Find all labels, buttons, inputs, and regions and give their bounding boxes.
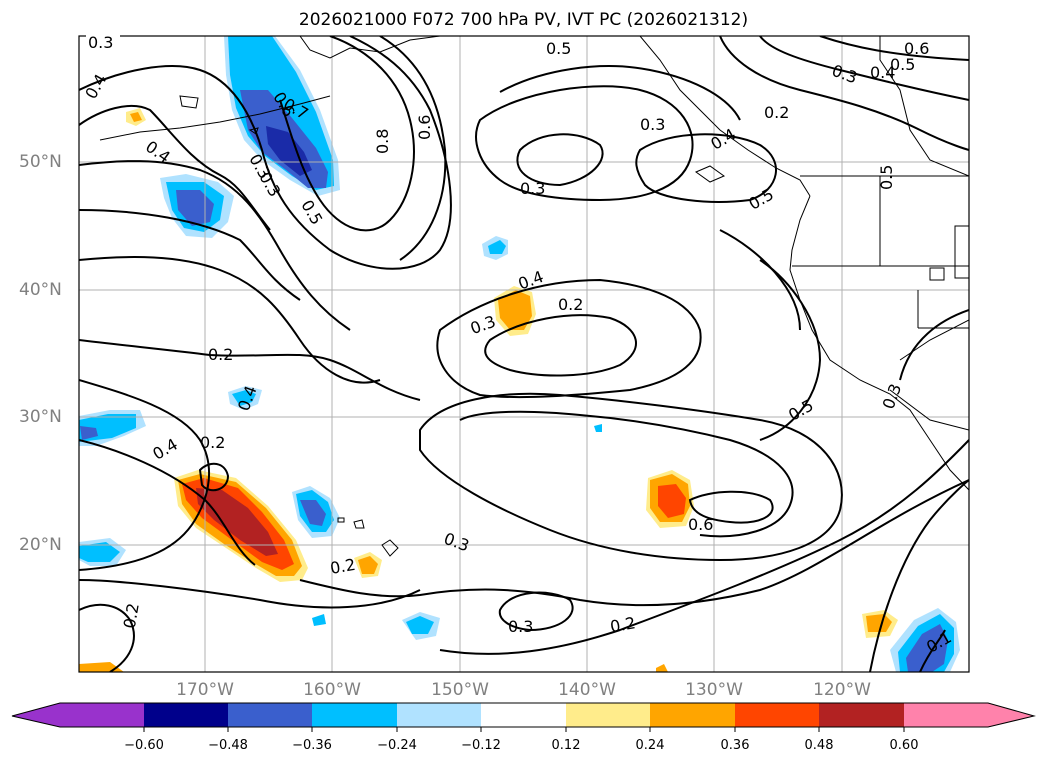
contour-label: 0.8 bbox=[373, 129, 392, 154]
colorbar-min-arrow bbox=[12, 703, 60, 727]
colorbar-tick-label: −0.60 bbox=[124, 738, 164, 753]
contour-label: 0.6 bbox=[904, 39, 929, 58]
contour-label: 0.2 bbox=[558, 295, 583, 314]
contour-label: 0.3 bbox=[640, 115, 665, 134]
colorbar-tick-label: 0.12 bbox=[551, 738, 581, 753]
colorbar-tick-label: 0.24 bbox=[635, 738, 665, 753]
contour-label: 0.2 bbox=[120, 602, 143, 630]
map-frame bbox=[78, 35, 970, 673]
contour-label: 0.5 bbox=[890, 55, 915, 74]
contour-label: 0.6 bbox=[688, 515, 713, 534]
lon-label-160w: 160°W bbox=[303, 680, 361, 700]
colorbar-max-arrow bbox=[988, 703, 1034, 727]
contour-label: 0.3 bbox=[508, 617, 533, 636]
contour-label: 0.3 bbox=[88, 33, 113, 52]
lat-label-40n: 40°N bbox=[19, 280, 62, 300]
contour-label: 0.6 bbox=[415, 115, 434, 140]
coastlines bbox=[99, 36, 969, 557]
contour-label: 0.2 bbox=[609, 613, 637, 636]
lon-label-120w: 120°W bbox=[813, 680, 871, 700]
lon-label-140w: 140°W bbox=[558, 680, 616, 700]
contour-label: 0.5 bbox=[877, 165, 896, 190]
contour-label: 0.2 bbox=[208, 345, 233, 364]
graticule bbox=[79, 36, 969, 672]
lon-label-130w: 130°W bbox=[685, 680, 743, 700]
colorbar bbox=[11, 702, 1036, 732]
lon-label-170w: 170°W bbox=[176, 680, 234, 700]
colorbar-tick-label: −0.48 bbox=[208, 738, 248, 753]
colorbar-tick-label: −0.36 bbox=[292, 738, 332, 753]
contour-label: 0.4 bbox=[870, 63, 895, 82]
contour-label: 0.5 bbox=[546, 39, 571, 58]
contour-label: 0.2 bbox=[200, 433, 225, 452]
colorbar-tick-label: −0.24 bbox=[377, 738, 417, 753]
colorbar-tick-label: 0.36 bbox=[720, 738, 750, 753]
lat-label-20n: 20°N bbox=[19, 535, 62, 555]
map-title: 2026021000 F072 700 hPa PV, IVT PC (2026… bbox=[298, 10, 749, 30]
contour-label: 0.3 bbox=[520, 179, 545, 198]
contour-label: 0.2 bbox=[764, 103, 789, 122]
colorbar-tick-label: −0.12 bbox=[461, 738, 501, 753]
colorbar-tick-label: 0.48 bbox=[804, 738, 834, 753]
contour-label: 0.2 bbox=[329, 555, 357, 578]
pv-shading bbox=[79, 36, 960, 672]
lon-label-150w: 150°W bbox=[431, 680, 489, 700]
lat-label-50n: 50°N bbox=[19, 152, 62, 172]
pv-contours bbox=[79, 36, 969, 672]
colorbar-tick-label: 0.60 bbox=[889, 738, 919, 753]
lat-label-30n: 30°N bbox=[19, 407, 62, 427]
